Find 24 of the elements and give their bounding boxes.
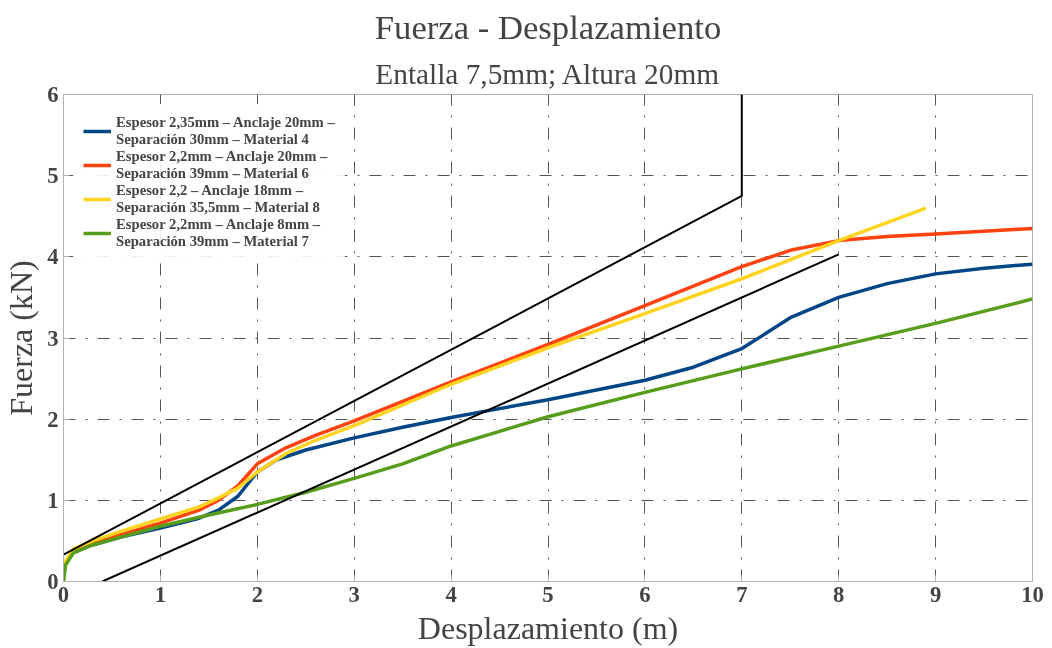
x-tick-label: 9 (929, 581, 942, 607)
y-tick-label: 1 (47, 487, 59, 513)
chart-subtitle: Entalla 7,5mm; Altura 20mm (375, 57, 720, 90)
y-tick-label: 5 (47, 163, 59, 189)
y-tick-label: 6 (47, 82, 59, 107)
legend-label: Espesor 2,2mm – Anclaje 8mm – Separación 39mm – Material 7 (116, 216, 321, 250)
legend-label: Espesor 2,35mm – Anclaje 20mm – Separación 30mm – Material 4 (116, 114, 335, 148)
x-tick-label: 4 (445, 581, 457, 607)
x-tick-label: 2 (251, 581, 263, 607)
y-tick-label: 2 (47, 406, 59, 432)
x-axis-title: Desplazamiento (m) (417, 609, 679, 646)
y-axis-title: Fuerza (kN) (3, 260, 40, 416)
x-tick-label: 1 (154, 581, 167, 607)
y-tick-label: 3 (47, 325, 59, 351)
legend-label: Espesor 2,2mm – Anclaje 20mm – Separación 39mm – Material 6 (116, 148, 328, 182)
x-tick-label: 6 (639, 581, 651, 607)
x-tick-label: 10 (1021, 581, 1044, 607)
x-tick-label: 8 (833, 581, 845, 607)
legend-label: Espesor 2,2 – Anclaje 18mm – Separación 35,5mm – Material 8 (116, 182, 320, 216)
chart-title: Fuerza - Desplazamiento (374, 7, 722, 46)
x-tick-label: 7 (736, 581, 748, 607)
x-tick-label: 5 (542, 581, 554, 607)
y-tick-label: 4 (47, 244, 59, 270)
x-tick-label: 3 (348, 581, 360, 607)
